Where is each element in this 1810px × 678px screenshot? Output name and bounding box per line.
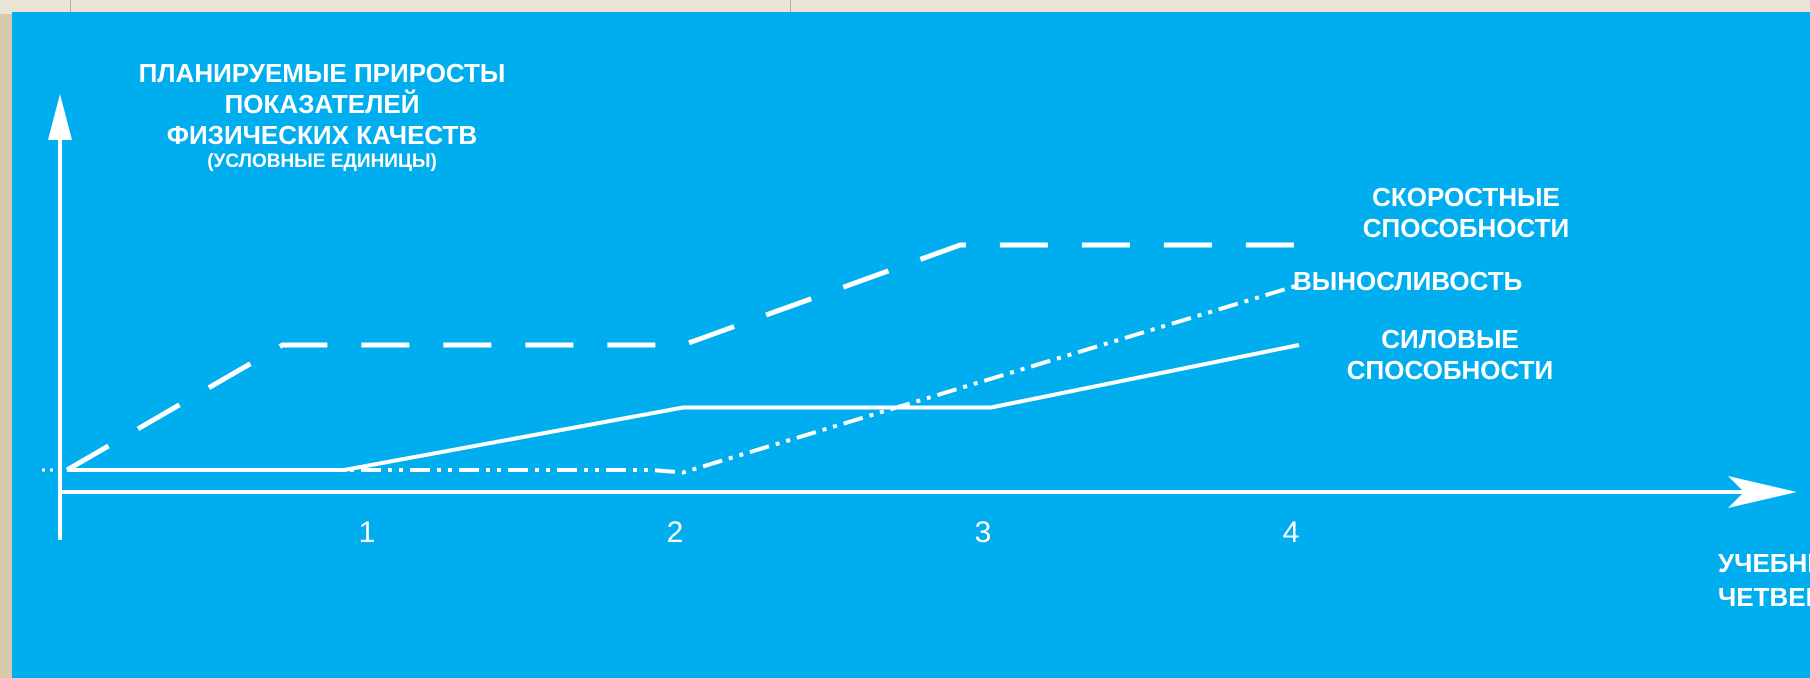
series-strength-line [67, 343, 1300, 472]
series-label-line: СКОРОСТНЫЕ [1372, 182, 1560, 212]
x-axis-arrow [1728, 476, 1797, 508]
y-axis-arrow [48, 94, 72, 140]
series-label-line: СПОСОБНОСТИ [1347, 355, 1553, 385]
slide-top-strip [0, 0, 1810, 14]
x-axis-label-line: ЧЕТВЕР [1718, 582, 1810, 612]
series-label-line: СИЛОВЫЕ [1381, 324, 1519, 354]
strip-cell [70, 0, 791, 14]
chart-title-line: ПЛАНИРУЕМЫЕ ПРИРОСТЫ [139, 58, 506, 88]
x-tick-label: 3 [975, 516, 992, 549]
chart-series [65, 242, 1300, 475]
x-tick-label: 4 [1283, 516, 1300, 549]
x-axis-label-line: УЧЕБНЫ [1718, 548, 1810, 578]
chart-title-line: ПОКАЗАТЕЛЕЙ [225, 89, 420, 119]
chart-subtitle: (УСЛОВНЫЕ ЕДИНИЦЫ) [207, 151, 437, 172]
line-chart: 1 2 3 4 ПЛАНИРУЕМЫЕ ПРИРОСТЫПОКАЗАТЕЛЕЙФИЗИЧ… [42, 58, 1810, 612]
chart-title-line: ФИЗИЧЕСКИХ КАЧЕСТВ [167, 120, 477, 150]
x-tick-label: 1 [359, 516, 376, 549]
series-speed-line [65, 242, 1299, 473]
series-endurance-line [67, 283, 1300, 475]
series-label-line: ВЫНОСЛИВОСТЬ [1293, 266, 1522, 296]
chart-panel: 1 2 3 4 ПЛАНИРУЕМЫЕ ПРИРОСТЫ ПОКАЗАТЕЛЕЙ ФИЗИЧ… [12, 12, 1810, 678]
x-tick-label: 2 [667, 516, 684, 549]
series-label-line: СПОСОБНОСТИ [1363, 213, 1569, 243]
strip-cell [0, 0, 71, 14]
chart-axes [42, 94, 1797, 540]
chart-labels: 1 2 3 4 ПЛАНИРУЕМЫЕ ПРИРОСТЫПОКАЗАТЕЛЕЙФИЗИЧ… [139, 58, 1810, 612]
